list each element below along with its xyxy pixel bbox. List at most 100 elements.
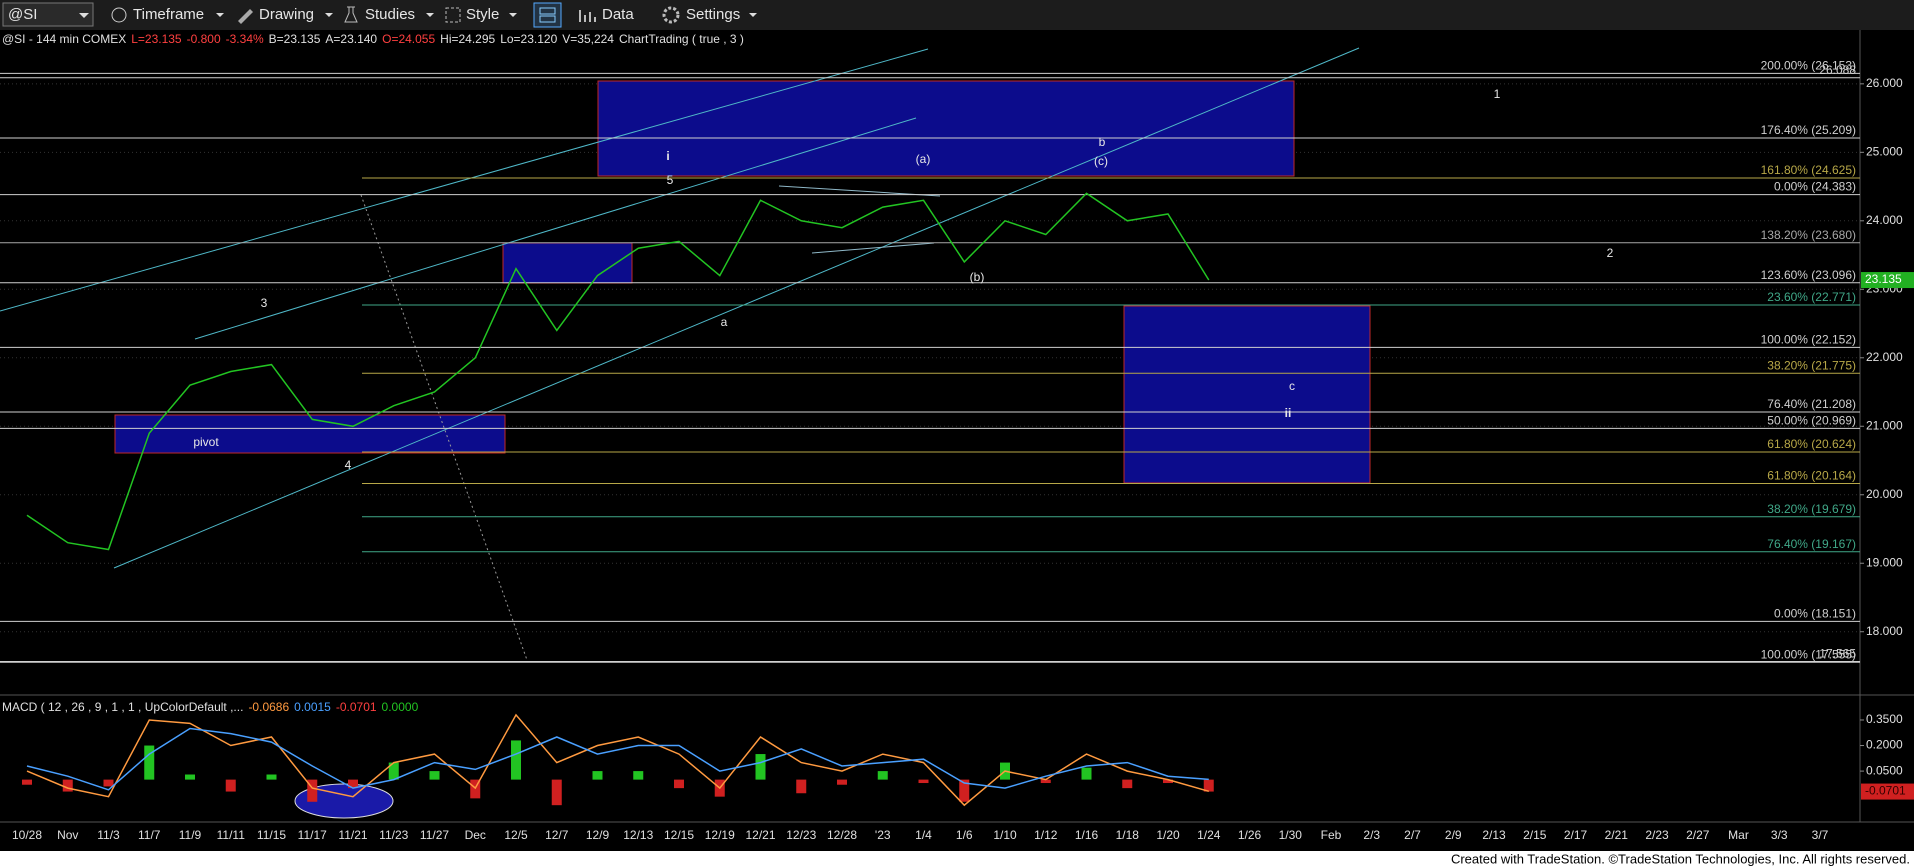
fib-label: 176.40% (25.209) xyxy=(1761,123,1856,137)
fib-label: 38.20% (19.679) xyxy=(1767,502,1856,516)
header-item: -3.34% xyxy=(226,32,264,46)
fib-label: 123.60% (23.096) xyxy=(1761,268,1856,282)
histogram-bar xyxy=(266,774,277,780)
wave-label: (b) xyxy=(970,270,985,284)
wave-label: 5 xyxy=(667,173,674,187)
panel-header: MACD ( 12 , 26 , 9 , 1 , 1 , UpColorDefa… xyxy=(2,700,419,714)
y-tick-label: 0.3500 xyxy=(1866,712,1903,726)
settings-icon xyxy=(662,6,680,24)
histogram-bar xyxy=(22,779,32,785)
toolbar-item[interactable]: Timeframe xyxy=(133,6,204,23)
symbol[interactable]: @SI xyxy=(8,6,37,23)
fib-label: 100.00% (22.152) xyxy=(1761,333,1856,347)
fib-label: 61.80% (20.624) xyxy=(1767,437,1856,451)
y-tick-label: 18.000 xyxy=(1866,624,1903,638)
target-box xyxy=(114,414,506,454)
x-tick-label: 2/7 xyxy=(1404,828,1421,842)
x-tick-label: 11/27 xyxy=(420,828,449,842)
histogram-bar xyxy=(592,771,603,780)
dropdown-arrow xyxy=(79,13,89,18)
last-value-label: 23.135 xyxy=(1865,272,1902,286)
studies-icon xyxy=(344,6,358,23)
x-tick-label: 12/28 xyxy=(827,828,857,842)
x-tick-label: 2/3 xyxy=(1363,828,1380,842)
x-tick-label: 2/15 xyxy=(1523,828,1547,842)
wave-label: 2 xyxy=(1607,246,1614,260)
x-tick-label: 12/15 xyxy=(664,828,694,842)
toolbar-item[interactable]: Style xyxy=(466,6,499,23)
trendline xyxy=(0,48,929,312)
header-item: 0.0000 xyxy=(382,700,419,714)
wave-label: (c) xyxy=(1094,154,1108,168)
histogram-bar xyxy=(1081,767,1092,780)
x-tick-label: 12/21 xyxy=(745,828,775,842)
fib-label: 76.40% (19.167) xyxy=(1767,537,1856,551)
layout-icon xyxy=(539,15,556,23)
timeframe-icon xyxy=(111,7,127,23)
dropdown-arrow xyxy=(426,13,434,17)
header-item: A=23.140 xyxy=(325,32,377,46)
x-tick-label: 12/5 xyxy=(504,828,528,842)
histogram-bar xyxy=(755,754,766,780)
x-tick-label: 12/23 xyxy=(786,828,816,842)
histogram-bar xyxy=(1122,779,1133,789)
x-tick-label: 12/7 xyxy=(545,828,569,842)
layout-button[interactable] xyxy=(533,2,562,28)
histogram-bar xyxy=(1203,779,1214,792)
histogram-bar xyxy=(307,779,318,802)
x-tick-label: 1/20 xyxy=(1156,828,1180,842)
x-tick-label: 3/3 xyxy=(1771,828,1788,842)
fib-label: 38.20% (21.775) xyxy=(1767,358,1856,372)
wave-label: 1 xyxy=(1494,87,1501,101)
y-tick-label: 19.000 xyxy=(1866,555,1903,569)
x-tick-label: 11/15 xyxy=(257,828,286,842)
layout-icon xyxy=(539,7,556,15)
header-item: Lo=23.120 xyxy=(500,32,557,46)
toolbar xyxy=(0,0,1914,30)
x-tick-label: 1/18 xyxy=(1116,828,1140,842)
target-box xyxy=(597,80,1295,177)
x-tick-label: 2/23 xyxy=(1645,828,1669,842)
header-item: V=35,224 xyxy=(562,32,614,46)
x-tick-label: 1/4 xyxy=(915,828,932,842)
wave-label: 4 xyxy=(345,458,352,472)
panel-header: @SI - 144 min COMEX L=23.135 -0.800 -3.34% B… xyxy=(2,32,744,46)
fib-label: 50.00% (20.969) xyxy=(1767,414,1856,428)
x-tick-label: Feb xyxy=(1321,828,1342,842)
price-line xyxy=(26,192,1210,551)
macd-line xyxy=(26,713,1210,807)
trendline xyxy=(194,117,917,340)
header-item: 0.0015 xyxy=(294,700,331,714)
histogram-bar xyxy=(551,779,562,806)
last-value-label: -0.0701 xyxy=(1865,784,1906,798)
y-tick-label: 21.000 xyxy=(1866,418,1903,432)
symbol-box[interactable] xyxy=(2,2,94,27)
y-tick-label: 25.000 xyxy=(1866,144,1903,158)
histogram-bar xyxy=(918,779,929,784)
y-tick-label: 26.000 xyxy=(1866,76,1903,90)
header-item: O=24.055 xyxy=(382,32,435,46)
footer: Created with TradeStation. ©TradeStation… xyxy=(1451,851,1910,866)
x-tick-label: 1/6 xyxy=(956,828,973,842)
toolbar-item[interactable]: Settings xyxy=(686,6,740,23)
style-icon xyxy=(445,7,461,23)
x-tick-label: 2/9 xyxy=(1445,828,1462,842)
fib-label: 17.565 xyxy=(1819,647,1856,661)
toolbar-item[interactable]: Data xyxy=(602,6,634,23)
x-tick-label: 11/9 xyxy=(179,828,202,842)
toolbar-item[interactable]: Drawing xyxy=(259,6,314,23)
histogram-bar xyxy=(144,745,155,780)
y-tick-label: 0.2000 xyxy=(1866,738,1903,752)
trendline xyxy=(811,242,935,254)
x-tick-label: 1/12 xyxy=(1034,828,1058,842)
wave-label: c xyxy=(1289,379,1295,393)
wave-label: ii xyxy=(1285,406,1292,420)
trendline xyxy=(113,47,1360,569)
dropdown-arrow xyxy=(509,13,517,17)
histogram-bar xyxy=(429,771,440,780)
x-tick-label: Mar xyxy=(1728,828,1749,842)
toolbar-item[interactable]: Studies xyxy=(365,6,415,23)
dropdown-arrow xyxy=(749,13,757,17)
fib-label: 61.80% (20.164) xyxy=(1767,469,1856,483)
